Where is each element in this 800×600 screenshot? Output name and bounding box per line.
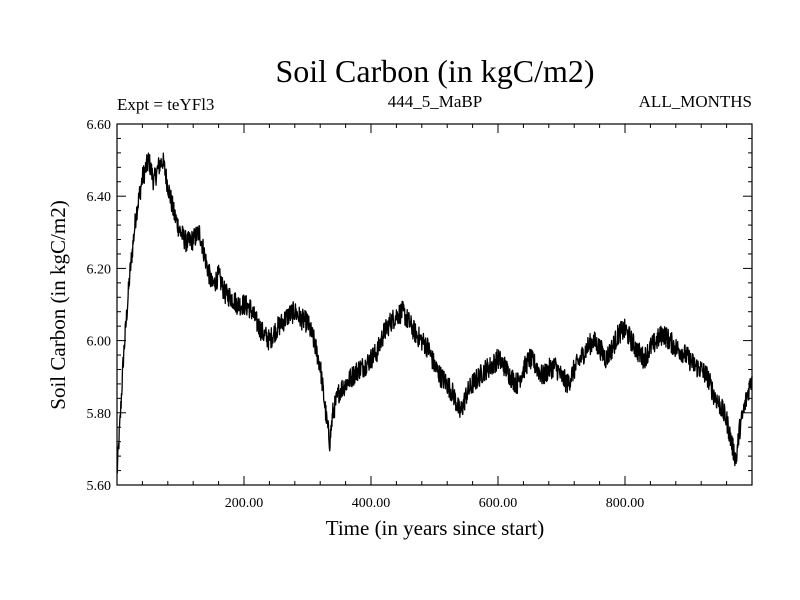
x-tick-label: 200.00: [225, 496, 264, 511]
months-label: ALL_MONTHS: [639, 92, 752, 111]
x-axis-label: Time (in years since start): [326, 516, 545, 540]
x-tick-label: 800.00: [606, 496, 645, 511]
y-tick-label: 6.60: [87, 118, 112, 133]
y-tick-label: 6.00: [87, 335, 112, 350]
experiment-label: Expt = teYFl3: [117, 95, 214, 114]
soil-carbon-series-line: [116, 152, 753, 474]
y-axis-ticks: 5.60 5.80 6.00 6.20 6.40 6.60: [87, 118, 752, 494]
plot-frame: [116, 123, 753, 486]
y-axis-label: Soil Carbon (in kgC/m2): [46, 200, 70, 409]
y-tick-label: 6.40: [87, 190, 112, 205]
x-tick-label: 400.00: [352, 496, 391, 511]
chart-title: Soil Carbon (in kgC/m2): [275, 53, 594, 89]
y-tick-label: 5.60: [87, 479, 112, 494]
y-tick-label: 6.20: [87, 262, 112, 277]
x-axis-ticks: 200.00 400.00 600.00 800.00: [116, 124, 753, 511]
x-tick-label: 600.00: [479, 496, 518, 511]
period-label: 444_5_MaBP: [388, 92, 482, 111]
y-tick-label: 5.80: [87, 407, 112, 422]
